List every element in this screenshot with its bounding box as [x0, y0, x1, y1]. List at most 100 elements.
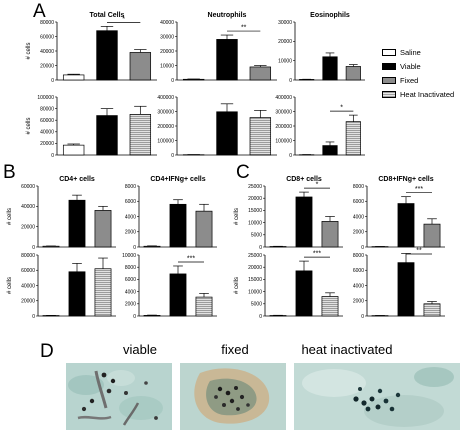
y-tick-label: 2000: [353, 299, 364, 305]
y-tick-label: 5000: [251, 302, 262, 308]
bar-fixed: [321, 221, 339, 248]
y-tick-label: 4000: [125, 214, 136, 220]
y-tick-label: 40000: [21, 204, 35, 210]
chart-1: Neutrophils 0 10000 20000 30000 40000 **: [160, 12, 277, 84]
y-tick-label: 8000: [353, 253, 364, 259]
legend-item-viable: Viable: [382, 62, 474, 73]
chart-title: CD4+ cells: [59, 176, 95, 183]
chart-2: Eosinophils 0 10000 20000 30000: [278, 12, 365, 84]
legend-item-heat-inactivated: Heat Inactivated: [382, 90, 474, 101]
y-tick-label: 100000: [157, 138, 174, 144]
y-tick-label: 4000: [353, 283, 364, 289]
chart-title: Total Cells: [90, 12, 125, 19]
y-tick-label: 10000: [248, 220, 262, 226]
y-tick-label: 6000: [353, 268, 364, 274]
y-tick-label: 60000: [40, 118, 54, 124]
chart-3: # cells 0 20000 40000 60000 80000 100000: [26, 95, 157, 159]
y-tick-label: 20000: [21, 299, 35, 305]
chart-title: CD4+IFNg+ cells: [150, 176, 205, 183]
photo-label-fixed: fixed: [221, 342, 249, 357]
chart-5: 0 100000 200000 300000 400000 *: [275, 95, 365, 159]
bar-viable: [295, 270, 313, 317]
bar-fixed: [195, 210, 213, 248]
y-tick-label: 25000: [248, 184, 262, 190]
y-tick-label: 60000: [21, 268, 35, 274]
y-tick-label: 15000: [248, 277, 262, 283]
y-tick-label: 2000: [125, 302, 136, 308]
significance-label: ***: [415, 186, 423, 193]
bar-viable: [295, 196, 313, 248]
y-tick-label: 15000: [248, 208, 262, 214]
y-tick-label: 20000: [40, 63, 54, 69]
significance-label: *: [316, 182, 319, 189]
y-tick-label: 0: [32, 314, 35, 320]
bar-saline: [62, 74, 85, 81]
bar-fixed: [423, 223, 441, 248]
bar-viable: [169, 203, 187, 248]
legend-label-saline: Saline: [400, 48, 421, 57]
bar-saline: [143, 315, 161, 317]
y-tick-label: 300000: [157, 109, 174, 115]
bar-viable: [169, 273, 187, 317]
legend-item-fixed: Fixed: [382, 76, 474, 87]
y-tick-label: 40000: [21, 283, 35, 289]
y-tick-label: 0: [171, 153, 174, 159]
y-tick-label: 400000: [275, 95, 292, 101]
y-tick-label: 80000: [40, 20, 54, 26]
y-tick-label: 80000: [40, 106, 54, 112]
y-tick-label: 0: [259, 245, 262, 251]
bar-viable: [397, 203, 415, 248]
y-tick-label: 0: [361, 314, 364, 320]
y-tick-label: 10000: [122, 253, 136, 259]
significance-label: *: [122, 16, 125, 23]
y-tick-label: 8000: [353, 184, 364, 190]
chart-title: CD8+IFNg+ cells: [378, 176, 433, 183]
bar-fixed: [249, 66, 272, 81]
y-tick-label: 100000: [37, 95, 54, 101]
y-tick-label: 20000: [248, 265, 262, 271]
significance-label: ***: [313, 251, 321, 258]
chart-8: # cells 0 20000 40000 60000 80000: [7, 253, 116, 320]
y-axis-label: # cells: [26, 42, 32, 59]
y-tick-label: 4000: [125, 289, 136, 295]
chart-11: CD8+IFNg+ cells 0 2000 4000 6000 8000 ***: [353, 176, 445, 251]
y-tick-label: 30000: [278, 20, 292, 26]
y-tick-label: 6000: [125, 199, 136, 205]
y-tick-label: 25000: [248, 253, 262, 259]
y-tick-label: 40000: [40, 49, 54, 55]
bar-saline: [143, 245, 161, 248]
legend-swatch-heat-inactivated: [382, 91, 396, 98]
y-tick-label: 200000: [275, 124, 292, 130]
bar-viable: [96, 115, 118, 156]
y-tick-label: 20000: [21, 224, 35, 230]
y-tick-label: 0: [361, 245, 364, 251]
y-tick-label: 0: [171, 78, 174, 84]
chart-12: # cells 0 5000 10000 15000 20000 25000 ***: [234, 251, 343, 320]
panel-letter-b: B: [3, 162, 16, 183]
y-tick-label: 40000: [40, 130, 54, 136]
y-tick-label: 100000: [275, 138, 292, 144]
y-tick-label: 2000: [125, 230, 136, 236]
significance-label: **: [416, 248, 422, 255]
significance-label: **: [241, 25, 247, 32]
y-axis-label: # cells: [7, 208, 13, 225]
y-tick-label: 5000: [251, 233, 262, 239]
legend-label-fixed: Fixed: [400, 76, 419, 85]
bar-viable: [322, 56, 338, 81]
y-tick-label: 2000: [353, 230, 364, 236]
chart-title: Neutrophils: [208, 12, 247, 19]
micrograph-fixed: [180, 363, 286, 430]
chart-10: CD8+ cells # cells 0 5000 10000 15000 20000 250…: [234, 176, 343, 251]
chart-6: CD4+ cells # cells 0 20000 40000 60000: [7, 176, 116, 251]
y-tick-label: 60000: [21, 184, 35, 190]
y-tick-label: 40000: [160, 20, 174, 26]
y-tick-label: 20000: [248, 196, 262, 202]
micrograph-viable: [66, 363, 172, 430]
y-tick-label: 400000: [157, 95, 174, 101]
y-tick-label: 0: [51, 153, 54, 159]
bar-viable: [216, 111, 238, 156]
legend-label-viable: Viable: [400, 62, 421, 71]
bar-fixed: [94, 210, 112, 248]
legend-swatch-fixed: [382, 77, 396, 84]
